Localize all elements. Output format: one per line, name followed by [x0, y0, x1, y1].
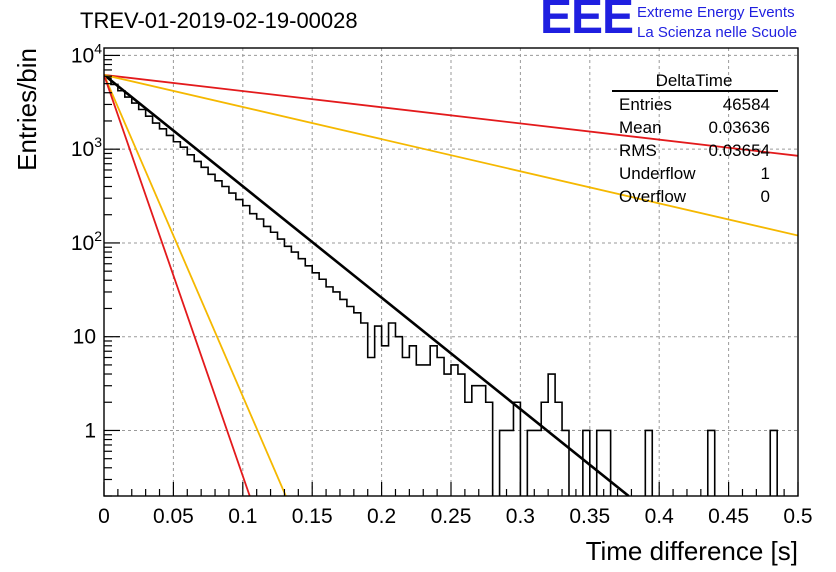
x-tick-label: 0.3: [506, 505, 535, 528]
logo-line-2: La Scienza nelle Scuole: [637, 24, 798, 41]
x-tick-label: 0.15: [292, 505, 333, 528]
eee-logo-mark: EEE: [540, 0, 634, 44]
x-tick-label: 0.35: [569, 505, 610, 528]
stats-label-rms: RMS: [619, 141, 657, 160]
fit-curve-2: [104, 73, 798, 157]
x-tick-label: 0: [98, 505, 110, 528]
stats-value-entries: 46584: [723, 95, 770, 114]
x-tick-label: 0.2: [367, 505, 396, 528]
x-tick-label: 0.45: [708, 505, 749, 528]
y-tick-label: 1: [84, 419, 96, 442]
stats-label-mean: Mean: [619, 118, 662, 137]
fit-curve-5: [104, 74, 251, 496]
y-ticks: [104, 54, 120, 497]
y-tick-label: 102: [71, 228, 102, 255]
fit-curve-4: [104, 74, 287, 496]
x-tick-label: 0.25: [431, 505, 472, 528]
x-tick-label: 0.1: [228, 505, 257, 528]
stats-label-underflow: Underflow: [619, 164, 696, 183]
stats-title: DeltaTime: [656, 71, 733, 90]
stats-label-entries: Entries: [619, 95, 672, 114]
y-tick-label: 104: [71, 40, 102, 67]
y-tick-label: 10: [73, 326, 96, 349]
fit-curve-3: [104, 74, 798, 237]
y-axis-title: Entries/bin: [12, 48, 42, 171]
eee-logo-text: Extreme Energy Events La Scienza nelle S…: [637, 3, 797, 43]
histogram-deltatime: [104, 76, 778, 496]
stats-value-rms: 0.03654: [709, 141, 770, 160]
logo-line-1: Extreme Energy Events: [637, 4, 795, 21]
fit-curve-1: [104, 73, 630, 496]
x-tick-label: 0.4: [645, 505, 675, 528]
stats-label-overflow: Overflow: [619, 187, 687, 206]
y-tick-label: 103: [71, 134, 102, 161]
stats-value-mean: 0.03636: [709, 118, 770, 137]
plot-title: TREV-01-2019-02-19-00028: [80, 8, 358, 33]
x-tick-label: 0.5: [783, 505, 812, 528]
x-axis-title: Time difference [s]: [586, 536, 798, 566]
x-ticks: [103, 482, 799, 496]
stats-value-underflow: 1: [761, 164, 770, 183]
grid-lines: [104, 48, 798, 496]
x-tick-label: 0.05: [153, 505, 194, 528]
stats-value-overflow: 0: [761, 187, 770, 206]
eee-logo: EEE Extreme Energy Events La Scienza nel…: [540, 0, 836, 46]
